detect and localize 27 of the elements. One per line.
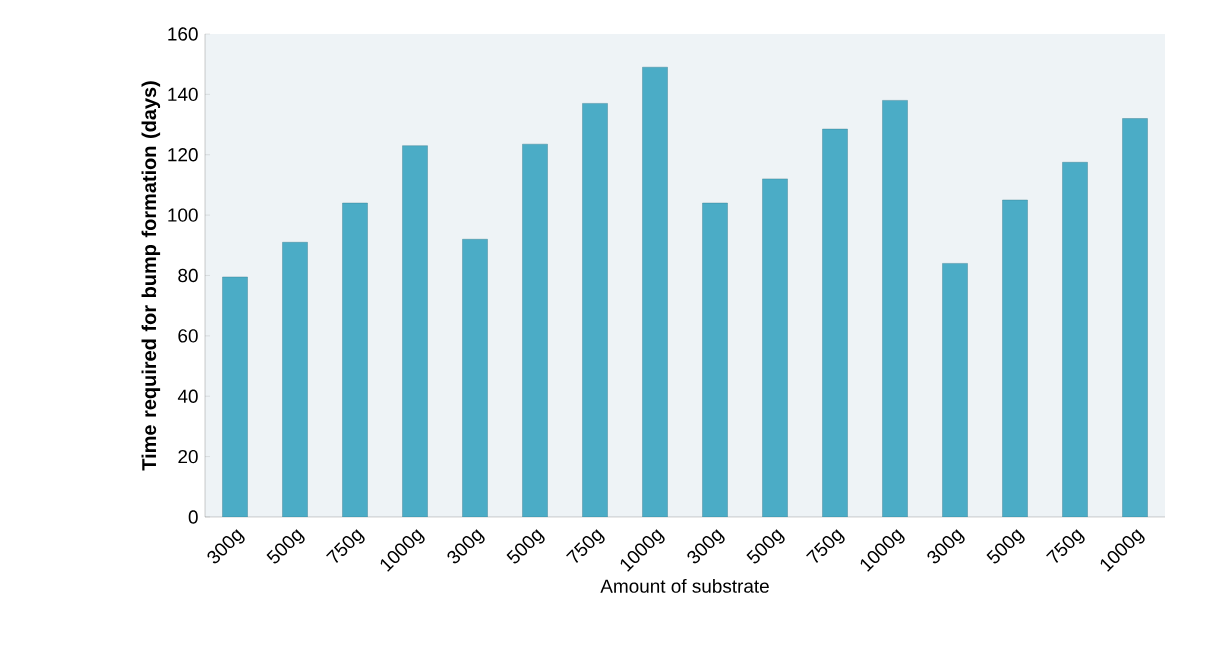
bar (1002, 199, 1028, 517)
y-tick-label: 20 (178, 449, 198, 464)
y-tick-label: 160 (168, 27, 198, 41)
x-axis-title: Amount of substrate (600, 578, 769, 593)
bar (942, 263, 968, 517)
bar (522, 143, 548, 517)
bar (1122, 118, 1148, 517)
bar (222, 276, 248, 517)
y-tick-label: 80 (178, 268, 198, 283)
bar (642, 66, 668, 517)
y-tick-label: 60 (178, 329, 198, 343)
bar (582, 103, 608, 517)
y-tick-label: 140 (168, 87, 198, 102)
y-tick-label: 0 (188, 510, 198, 524)
bar (882, 100, 908, 517)
bar (402, 145, 428, 517)
y-tick-label: 100 (168, 208, 198, 222)
bar (822, 128, 848, 517)
bar (462, 239, 488, 517)
bar (702, 202, 728, 517)
bar (1062, 162, 1088, 517)
y-tick-label: 120 (168, 148, 198, 162)
y-axis-title: Time required for bump formation (days) (141, 81, 161, 471)
y-tick-label: 40 (177, 389, 198, 403)
bar (762, 178, 788, 517)
bar (342, 202, 368, 517)
bar (282, 242, 308, 517)
